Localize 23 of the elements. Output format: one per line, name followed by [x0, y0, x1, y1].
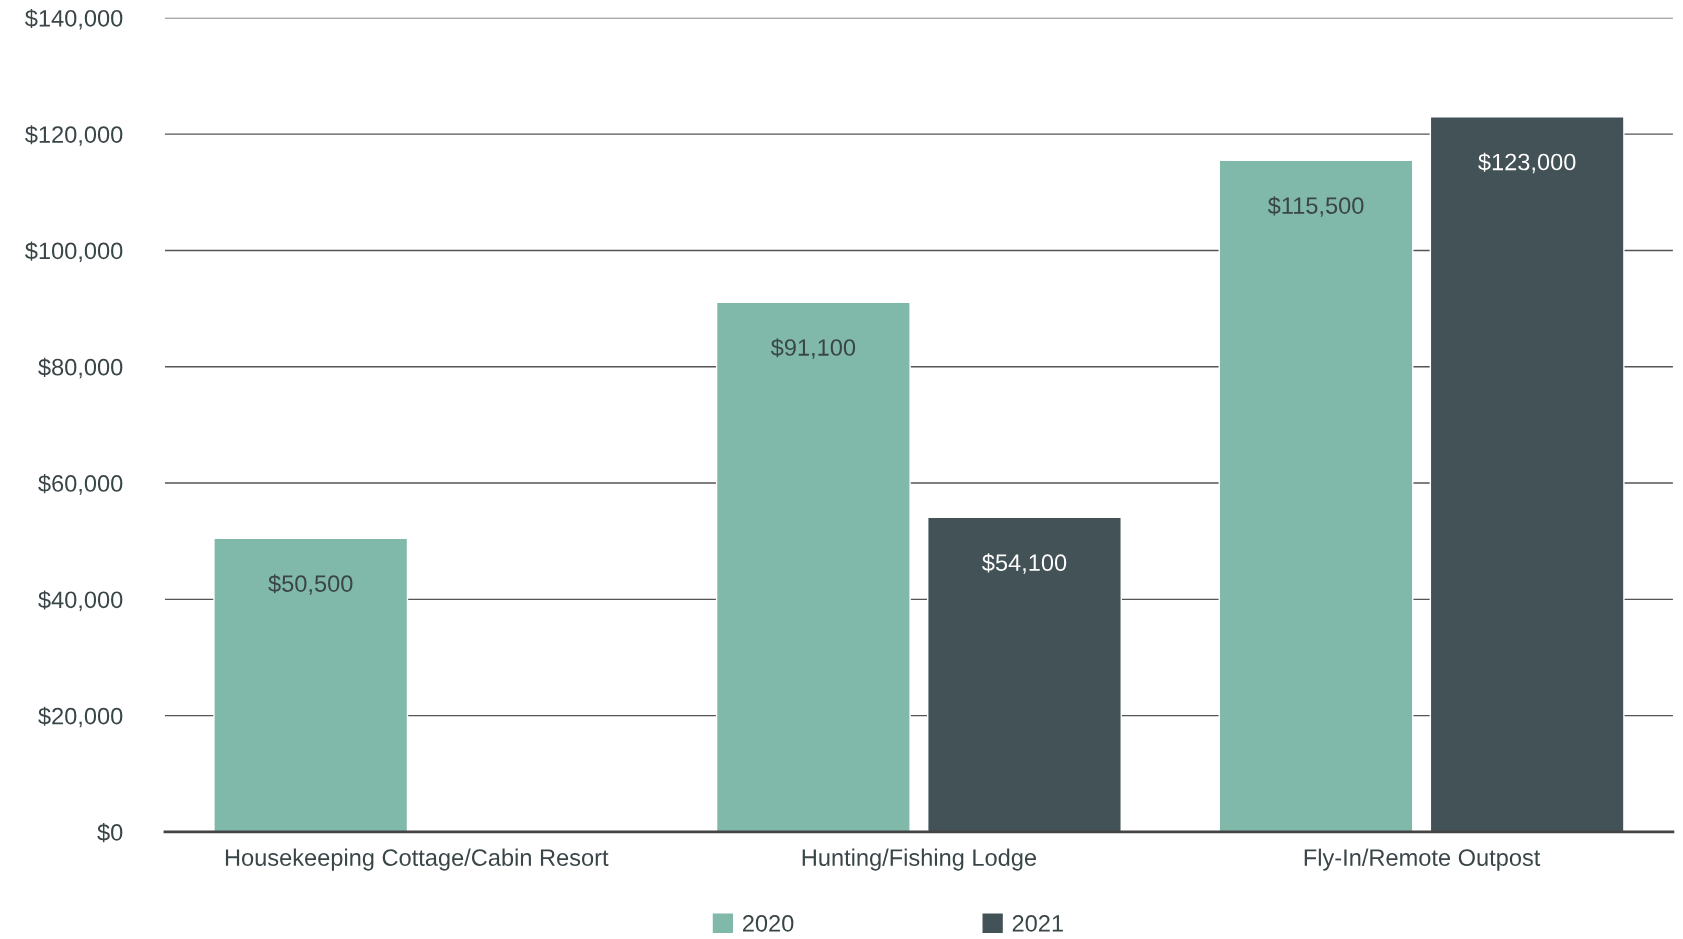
- data-label: $115,500: [1267, 196, 1364, 217]
- bar: [213, 537, 409, 832]
- bar: [927, 516, 1122, 832]
- bar: [1429, 116, 1625, 832]
- y-tick-label: $40,000: [38, 590, 123, 611]
- legend-label: 2021: [1012, 915, 1063, 932]
- y-tick-label: $60,000: [38, 474, 123, 495]
- data-label: $50,500: [268, 574, 353, 595]
- y-tick-label: $100,000: [25, 241, 123, 263]
- bar: [1218, 159, 1414, 832]
- data-label: $123,000: [1478, 152, 1576, 174]
- x-tick-label: Fly-In/Remote Outpost: [1304, 848, 1541, 871]
- data-label: $91,100: [770, 338, 856, 359]
- data-label: $54,100: [982, 553, 1067, 574]
- x-tick-label: Housekeeping Cottage/Cabin Resort: [225, 848, 609, 871]
- y-tick-label: $80,000: [38, 357, 123, 379]
- bar: [715, 301, 911, 832]
- x-tick-label: Hunting/Fishing Lodge: [802, 848, 1037, 871]
- legend-label: 2020: [742, 915, 794, 932]
- y-tick-label: $0: [97, 823, 123, 843]
- y-tick-label: $120,000: [25, 125, 123, 146]
- y-tick-label: $140,000: [25, 8, 123, 30]
- y-tick-label: $20,000: [38, 706, 123, 728]
